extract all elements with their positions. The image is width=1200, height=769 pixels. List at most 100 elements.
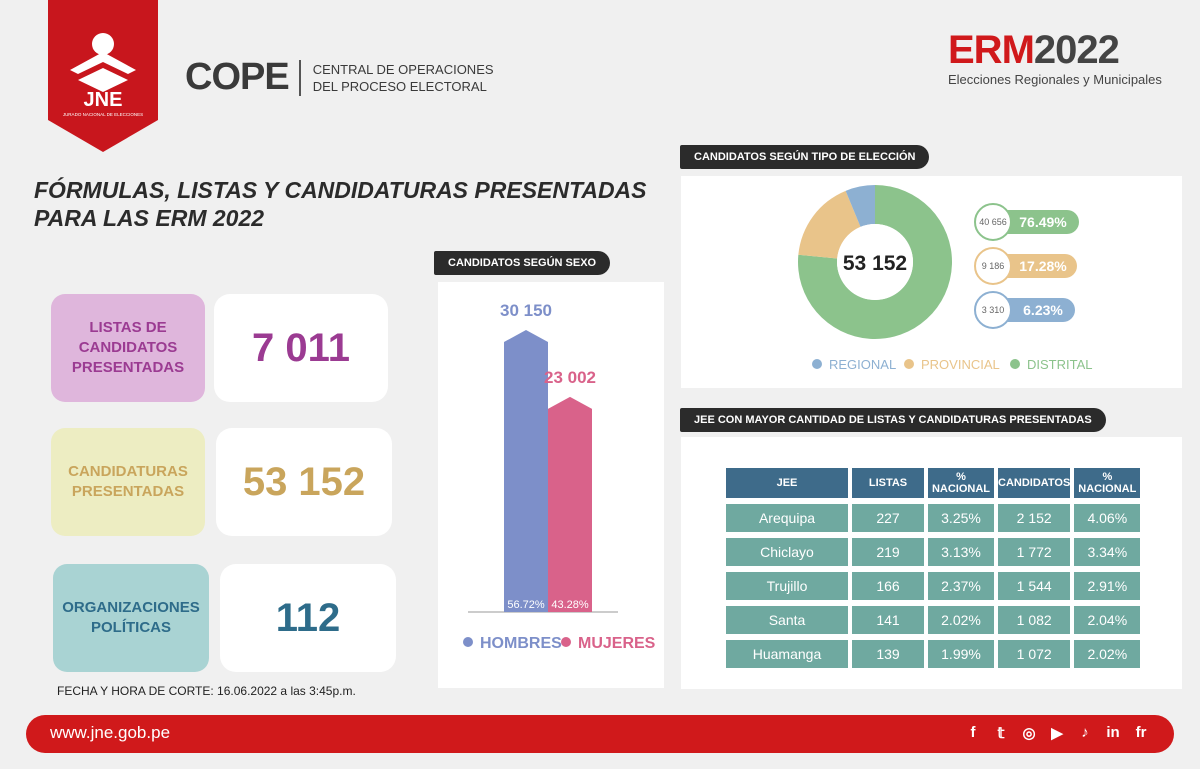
stat-label-organizaciones: ORGANIZACIONES POLÍTICAS: [53, 564, 209, 672]
badge-percent: 17.28%: [1019, 258, 1067, 274]
stat-label-line: ORGANIZACIONES: [62, 599, 200, 616]
table-cell: 2.37%: [928, 572, 994, 600]
badge-circle: [974, 291, 1012, 329]
cope-brand: COPE CENTRAL DE OPERACIONES DEL PROCESO …: [185, 56, 494, 99]
stat-label-candidaturas: CANDIDATURAS PRESENTADAS: [51, 428, 205, 536]
legend-dot: [812, 359, 822, 369]
slice-distrital: [798, 185, 952, 339]
table-row: Santa 141 2.02% 1 082 2.04%: [726, 606, 1141, 634]
cope-subtitle-line1: CENTRAL DE OPERACIONES: [312, 61, 494, 77]
flickr-icon[interactable]: fr: [1135, 724, 1147, 741]
page-title-line2: PARA LAS ERM 2022: [34, 205, 265, 231]
cope-subtitle: CENTRAL DE OPERACIONES DEL PROCESO ELECT…: [313, 61, 494, 95]
table-cell: 3.34%: [1074, 538, 1141, 566]
donut-hole: [837, 224, 913, 300]
table-cell: 166: [852, 572, 924, 600]
table-header: % NACIONAL: [928, 468, 994, 498]
table-cell: 141: [852, 606, 924, 634]
table-row: Trujillo 166 2.37% 1 544 2.91%: [726, 572, 1141, 600]
table-cell: 227: [852, 504, 924, 532]
sex-chart-panel: 30 150 56.72% HOMBRES 23 002 43.28% MUJERES: [438, 282, 664, 688]
legend-dot: [904, 359, 914, 369]
table-cell: 3.13%: [928, 538, 994, 566]
facebook-icon[interactable]: f: [970, 724, 976, 741]
legend-label: HOMBRES: [480, 635, 562, 652]
table-cell: 2.91%: [1074, 572, 1141, 600]
table-row: Huamanga 139 1.99% 1 072 2.02%: [726, 640, 1141, 668]
erm-prefix: ERM: [948, 28, 1035, 72]
type-chart-title: CANDIDATOS SEGÚN TIPO DE ELECCIÓN: [680, 145, 930, 169]
social-links: f 𝕥 ◎ ▶ ♪ in fr: [964, 724, 1150, 742]
table-cell: 1 772: [998, 538, 1071, 566]
stat-label-line: LISTAS DE CANDIDATOS: [78, 319, 178, 356]
badge-value: 40 656: [979, 217, 1007, 227]
table-cell: 2.04%: [1074, 606, 1141, 634]
cope-divider: [298, 59, 301, 96]
cutoff-date: FECHA Y HORA DE CORTE: 16.06.2022 a las …: [57, 684, 356, 698]
badge-value: 3 310: [982, 305, 1005, 315]
bar-value-label: 30 150: [500, 301, 552, 320]
badge-percent: 76.49%: [1019, 214, 1067, 230]
legend-dot: [561, 637, 571, 647]
stat-label-line: PRESENTADAS: [71, 359, 185, 376]
website-link[interactable]: www.jne.gob.pe: [50, 723, 171, 742]
bar-mujeres: [548, 396, 592, 612]
bar-percent-label: 43.28%: [551, 599, 589, 611]
legend-label: PROVINCIAL: [921, 357, 1000, 372]
cope-subtitle-line2: DEL PROCESO ELECTORAL: [312, 78, 487, 94]
linkedin-icon[interactable]: in: [1106, 724, 1120, 741]
bar-value-label: 23 002: [544, 368, 596, 387]
table-header: CANDIDATOS: [998, 468, 1071, 498]
tiktok-icon[interactable]: ♪: [1081, 724, 1089, 741]
table-cell: 139: [852, 640, 924, 668]
stat-label-listas: LISTAS DE CANDIDATOS PRESENTADAS: [51, 294, 205, 402]
stat-label-line: POLÍTICAS: [90, 619, 171, 636]
stat-label-line: CANDIDATURAS: [68, 463, 188, 480]
badge-circle: [974, 247, 1012, 285]
instagram-icon[interactable]: ◎: [1022, 725, 1036, 742]
legend-dot: [1010, 359, 1020, 369]
table-header: % NACIONAL: [1074, 468, 1141, 498]
slice-provincial: [798, 190, 861, 259]
stat-value-listas: 7 011: [214, 294, 388, 402]
table-cell: Chiclayo: [726, 538, 848, 566]
footer-bar: www.jne.gob.pe f 𝕥 ◎ ▶ ♪ in fr: [26, 715, 1174, 753]
jee-table: JEE LISTAS% NACIONAL CANDIDATOS% NACIONAL …: [722, 462, 1144, 674]
table-cell: 3.25%: [928, 504, 994, 532]
jee-table-title: JEE CON MAYOR CANTIDAD DE LISTAS Y CANDI…: [680, 408, 1106, 432]
table-row: Chiclayo 219 3.13% 1 772 3.34%: [726, 538, 1141, 566]
table-cell: 1 072: [998, 640, 1071, 668]
erm-subtitle: Elecciones Regionales y Municipales: [948, 72, 1162, 87]
table-cell: 1.99%: [928, 640, 994, 668]
legend-dot: [463, 637, 473, 647]
legend-label: DISTRITAL: [1027, 357, 1093, 372]
badge-circle: [974, 203, 1012, 241]
table-cell: Trujillo: [726, 572, 848, 600]
table-cell: Arequipa: [726, 504, 848, 532]
bar-percent-label: 56.72%: [507, 599, 545, 611]
table-header: LISTAS: [852, 468, 924, 498]
sex-chart-title: CANDIDATOS SEGÚN SEXO: [434, 251, 611, 275]
cope-word: COPE: [185, 56, 290, 98]
jne-logo-text: JNE: [84, 89, 123, 111]
table-cell: 219: [852, 538, 924, 566]
erm-year: 2022: [1033, 28, 1120, 72]
sex-chart: 30 150 56.72% HOMBRES 23 002 43.28% MUJERES: [463, 301, 656, 652]
type-chart: 53 152 40 656 76.49% 9 186 17.28% 3 310 6.23% R…: [798, 185, 1093, 372]
twitter-icon[interactable]: 𝕥: [997, 725, 1005, 742]
page-title-line1: FÓRMULAS, LISTAS Y CANDIDATURAS PRESENTA…: [34, 177, 647, 203]
table-cell: 1 544: [998, 572, 1071, 600]
legend-label: REGIONAL: [829, 357, 896, 372]
stat-value-candidaturas: 53 152: [216, 428, 392, 536]
stat-value-organizaciones: 112: [220, 564, 396, 672]
badge-percent: 6.23%: [1023, 302, 1063, 318]
table-cell: 4.06%: [1074, 504, 1141, 532]
erm-logo: ERM2022 Elecciones Regionales y Municipa…: [948, 30, 1168, 90]
table-cell: Huamanga: [726, 640, 848, 668]
table-cell: 1 082: [998, 606, 1071, 634]
type-chart-panel: 53 152 40 656 76.49% 9 186 17.28% 3 310 6.23% R…: [681, 176, 1182, 388]
table-row: Arequipa 227 3.25% 2 152 4.06%: [726, 504, 1141, 532]
youtube-icon[interactable]: ▶: [1051, 725, 1063, 742]
table-cell: 2.02%: [928, 606, 994, 634]
table-cell: 2 152: [998, 504, 1071, 532]
